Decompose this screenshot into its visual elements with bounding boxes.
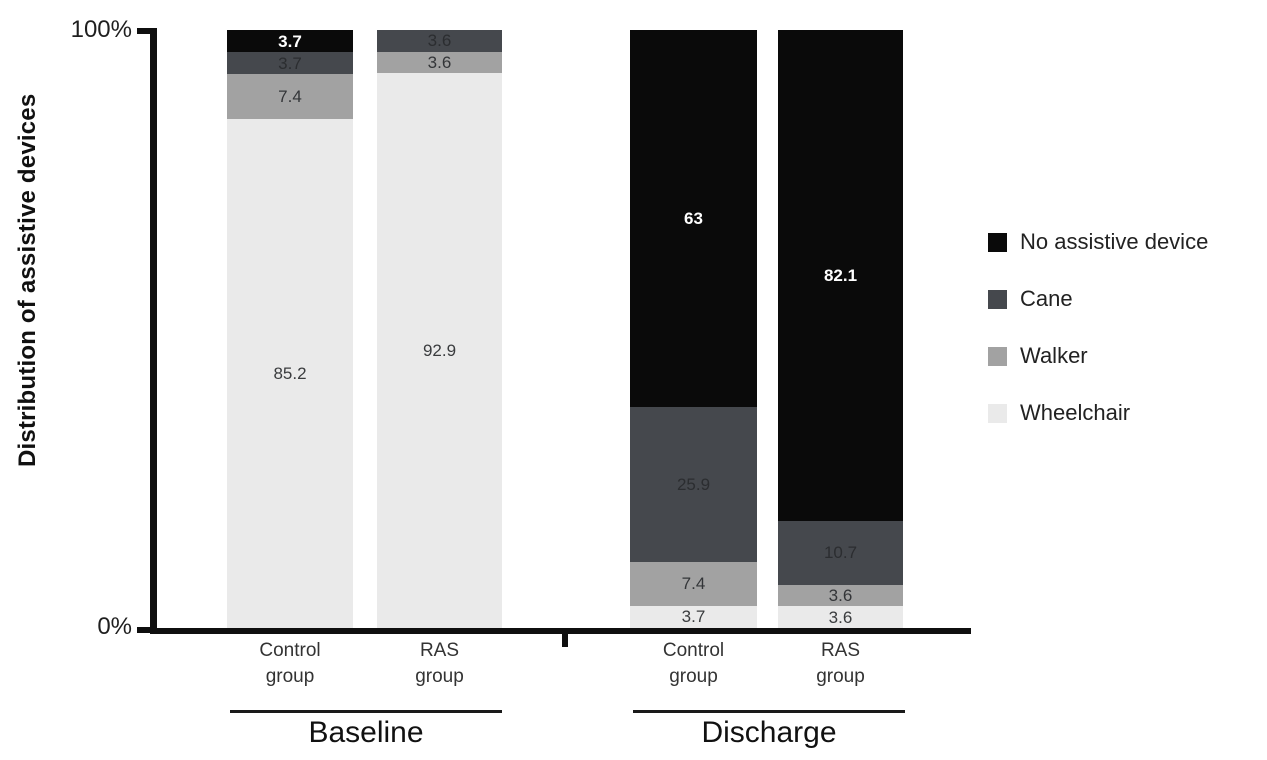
legend-swatch-wheelchair <box>988 403 1007 423</box>
bar-segment-no-assistive-device: 82.1 <box>778 30 903 521</box>
segment-value-label: 63 <box>684 208 703 228</box>
category-label-discharge-ras-group: RAS group <box>816 640 865 687</box>
segment-value-label: 3.6 <box>828 586 853 606</box>
segment-value-label: 10.7 <box>823 543 858 563</box>
group-label-baseline: Baseline <box>308 716 424 749</box>
bar-discharge-ras-group: 82.1 10.7 3.6 3.6 <box>778 30 903 628</box>
y-tick-mark-0 <box>137 627 150 633</box>
legend-item-wheelchair: Wheelchair <box>988 400 1131 425</box>
segment-value-label: 3.7 <box>278 31 302 51</box>
segment-value-label: 25.9 <box>676 474 711 494</box>
bar-segment-walker: 3.6 <box>377 51 502 73</box>
legend-label-no-assistive-device: No assistive device <box>1020 229 1209 254</box>
segment-value-label: 92.9 <box>422 340 457 360</box>
bar-segment-no-assistive-device: 63 <box>630 30 757 407</box>
bar-discharge-control-group: 63 25.9 7.4 3.7 <box>630 30 757 628</box>
legend-item-cane: Cane <box>988 286 1073 311</box>
y-tick-mark-100 <box>137 28 150 34</box>
segment-value-label: 3.6 <box>427 52 452 72</box>
legend-item-no-assistive-device: No assistive device <box>988 229 1209 254</box>
segment-value-label: 7.4 <box>278 86 302 106</box>
bar-segment-wheelchair: 85.2 <box>227 118 353 628</box>
group-underline-discharge <box>633 710 905 713</box>
category-label-baseline-ras-group: RAS group <box>415 640 464 687</box>
segment-value-label: 3.7 <box>681 607 706 627</box>
legend-item-walker: Walker <box>988 343 1088 368</box>
bar-segment-cane: 3.7 <box>227 52 353 75</box>
bar-segment-cane: 25.9 <box>630 406 757 562</box>
group-underline-baseline <box>230 710 502 713</box>
legend-swatch-walker <box>988 346 1007 366</box>
bar-baseline-control-group: 3.7 3.7 7.4 85.2 <box>227 30 353 628</box>
y-tick-label-0: 0% <box>97 613 132 640</box>
bar-segment-cane: 3.6 <box>377 30 502 52</box>
bar-segment-cane: 10.7 <box>778 520 903 585</box>
x-axis-line <box>150 628 971 634</box>
legend-label-cane: Cane <box>1020 286 1073 311</box>
segment-value-label: 3.6 <box>828 607 853 627</box>
bar-segment-wheelchair: 3.6 <box>778 606 903 628</box>
y-tick-label-100: 100% <box>70 16 132 43</box>
bar-segment-wheelchair: 92.9 <box>377 73 502 628</box>
category-label-baseline-control-group: Control group <box>259 640 321 687</box>
bar-segment-no-assistive-device: 3.7 <box>227 30 353 53</box>
y-axis-title: Distribution of assistive devices <box>14 93 41 467</box>
group-divider-tick <box>562 634 568 647</box>
legend-label-walker: Walker <box>1020 343 1088 368</box>
bar-segment-walker: 7.4 <box>630 561 757 606</box>
legend-swatch-cane <box>988 289 1007 309</box>
category-label-discharge-control-group: Control group <box>662 640 725 687</box>
legend-label-wheelchair: Wheelchair <box>1020 400 1131 425</box>
segment-value-label: 3.7 <box>278 53 302 73</box>
group-label-discharge: Discharge <box>701 716 837 749</box>
bar-segment-walker: 7.4 <box>227 74 353 119</box>
legend-swatch-no-assistive-device <box>988 232 1007 252</box>
bar-baseline-ras-group: 3.6 3.6 92.9 <box>377 30 502 628</box>
segment-value-label: 3.6 <box>427 31 452 51</box>
bar-segment-wheelchair: 3.7 <box>630 605 757 628</box>
segment-value-label: 82.1 <box>823 265 858 285</box>
segment-value-label: 85.2 <box>273 363 307 383</box>
y-axis-line <box>150 28 157 633</box>
segment-value-label: 7.4 <box>681 574 706 594</box>
bar-segment-walker: 3.6 <box>778 584 903 607</box>
